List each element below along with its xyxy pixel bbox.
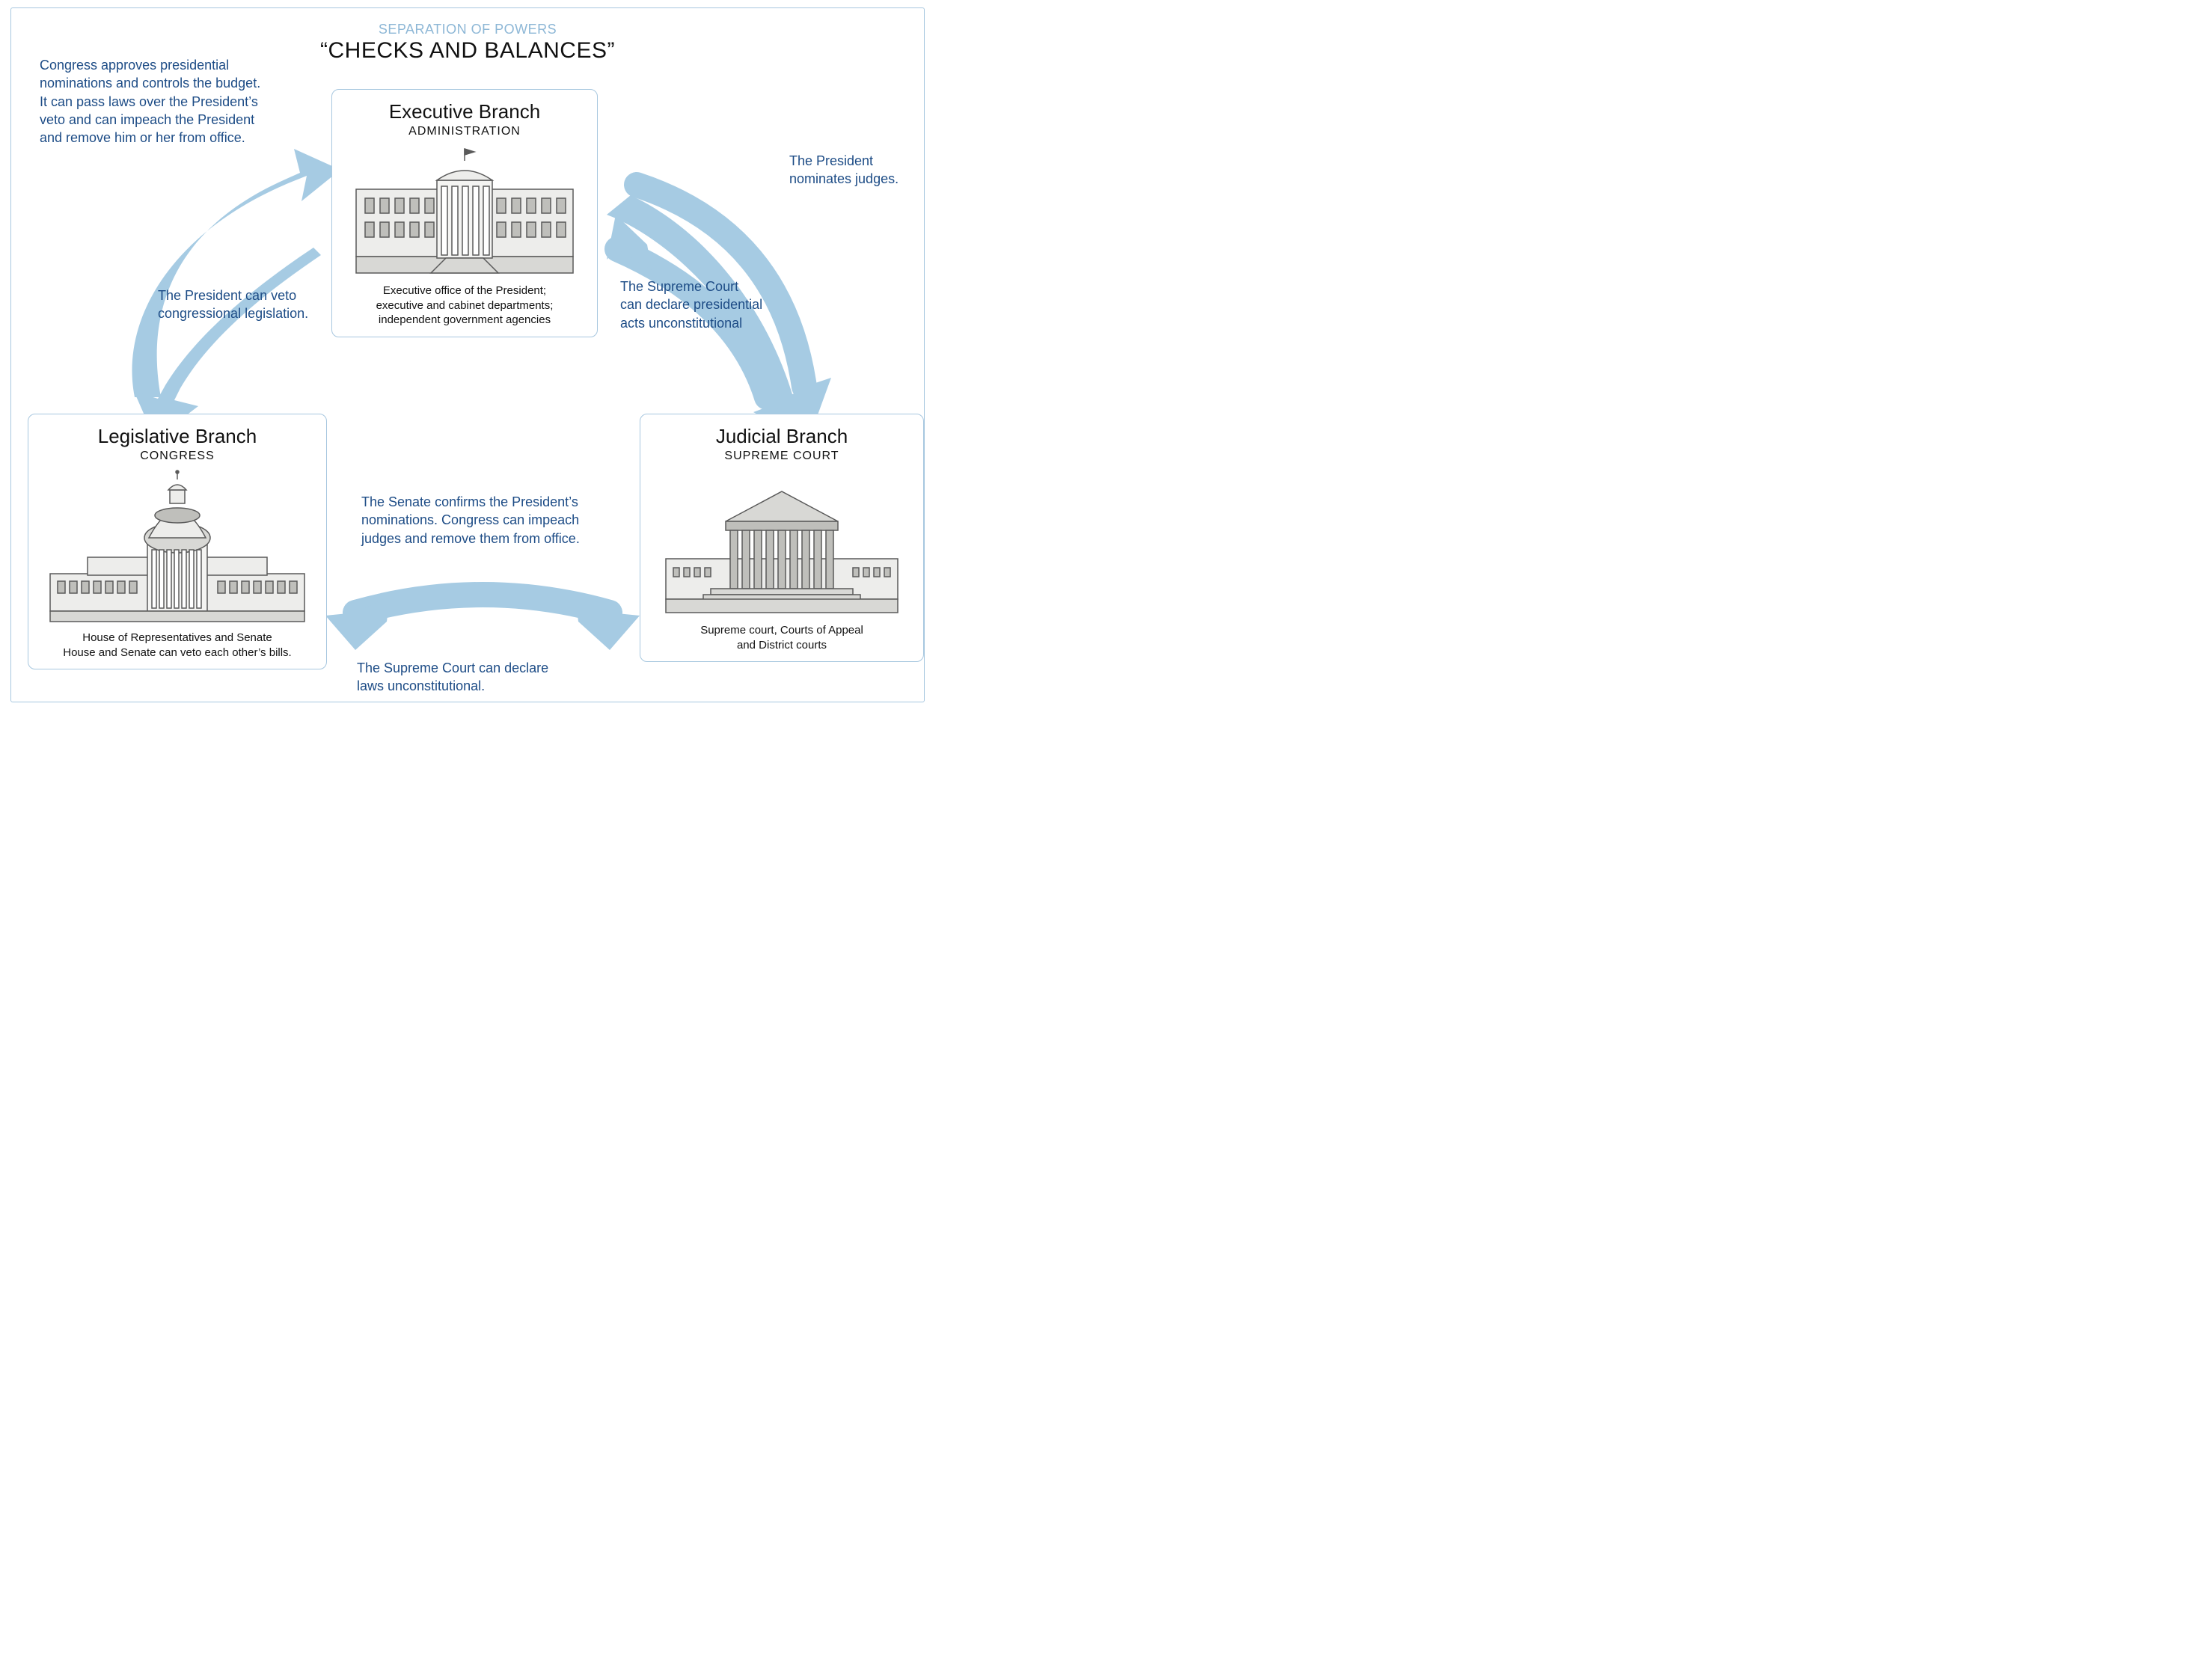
judicial-subtitle: SUPREME COURT — [648, 450, 916, 463]
capitol-icon — [43, 469, 312, 626]
white-house-icon — [349, 144, 581, 279]
legislative-subtitle: CONGRESS — [36, 450, 319, 463]
arrowhead-right-inner — [607, 215, 652, 270]
annotation-exec-to-leg: The President can veto congressional leg… — [158, 286, 352, 323]
annotation-jud-to-exec: The Supreme Court can declare presidenti… — [620, 278, 792, 332]
judicial-branch-box: Judicial Branch SUPREME COURT — [640, 414, 924, 662]
supertitle: SEPARATION OF POWERS — [11, 22, 924, 37]
annotation-jud-to-leg: The Supreme Court can declare laws uncon… — [357, 659, 626, 696]
executive-branch-box: Executive Branch ADMINISTRATION — [331, 89, 598, 337]
legislative-branch-box: Legislative Branch CONGRESS — [28, 414, 327, 669]
judicial-description: Supreme court, Courts of Appeal and Dist… — [648, 623, 916, 652]
annotation-leg-to-exec: Congress approves presidential nominatio… — [40, 56, 309, 147]
arrow-leg-to-exec — [132, 149, 340, 397]
executive-subtitle: ADMINISTRATION — [340, 125, 590, 138]
arrowhead-bottom-left — [325, 596, 390, 650]
diagram-frame: SEPARATION OF POWERS “CHECKS AND BALANCE… — [10, 7, 925, 702]
supreme-court-icon — [658, 469, 905, 619]
arc-bottom-upper — [355, 595, 610, 613]
annotation-exec-to-jud: The President nominates judges. — [789, 152, 939, 188]
arrow-exec-to-leg — [134, 248, 321, 439]
executive-title: Executive Branch — [340, 100, 590, 123]
legislative-title: Legislative Branch — [36, 425, 319, 448]
annotation-leg-to-jud: The Senate confirms the President’s nomi… — [361, 493, 631, 548]
executive-description: Executive office of the President; execu… — [340, 283, 590, 328]
arrowhead-bottom-right — [575, 596, 640, 650]
judicial-title: Judicial Branch — [648, 425, 916, 448]
legislative-description: House of Representatives and Senate Hous… — [36, 631, 319, 660]
